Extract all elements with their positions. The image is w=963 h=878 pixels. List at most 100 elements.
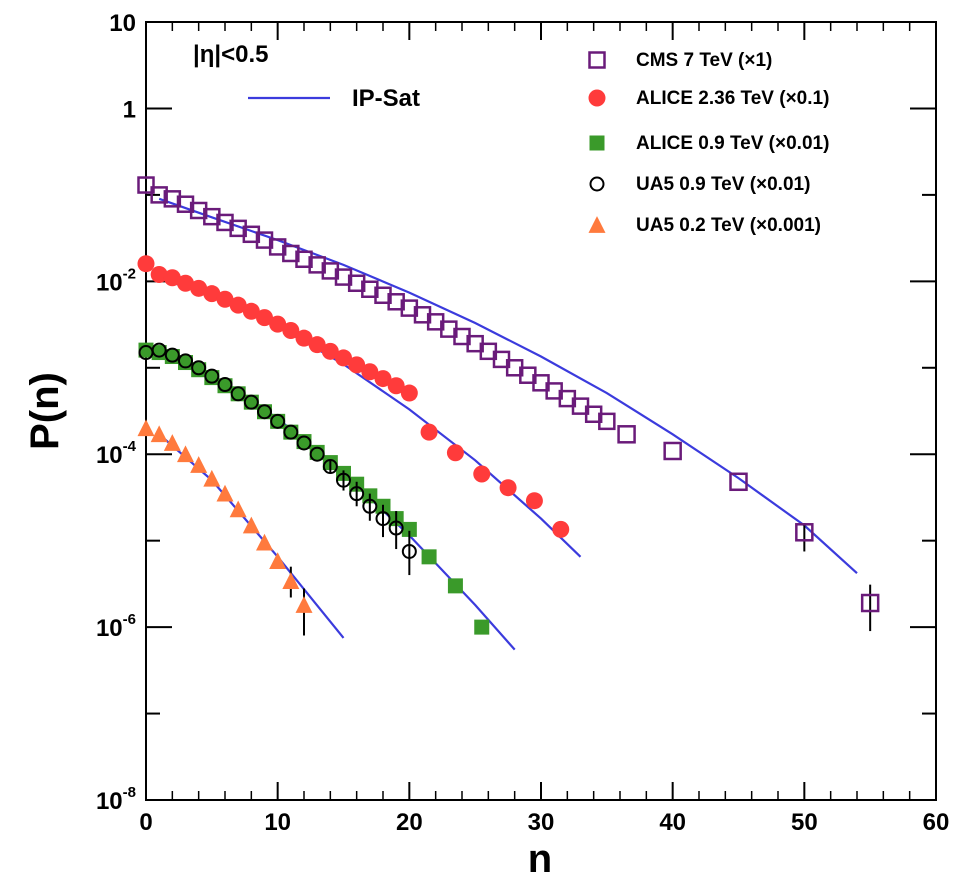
data-point [269,552,287,569]
y-tick-label: 10 [109,10,136,37]
data-point [178,353,193,369]
legend-label-ipsat: IP-Sat [352,85,420,112]
x-tick-label: 30 [528,809,555,836]
data-point [499,479,517,497]
data-point [309,446,325,462]
legend-marker [588,51,606,69]
eta-annotation: |η|<0.5 [193,41,268,68]
data-point [420,423,438,441]
series-alice-2 [138,342,490,635]
data-point [177,445,194,463]
data-point [204,368,220,384]
y-tick-label: 10-8 [96,784,136,815]
data-point [191,360,207,376]
data-point [296,435,312,451]
legend-label: UA5 0.2 TeV (×0.001) [636,215,821,236]
data-point [552,520,570,538]
data-point [229,500,247,518]
data-point [203,469,221,487]
data-point [322,459,338,475]
data-point [400,384,418,402]
data-point [663,441,682,461]
data-point [401,543,417,559]
legend-label: ALICE 2.36 TeV (×0.1) [636,88,829,109]
data-point [203,207,221,226]
y-tick-label: 1 [123,96,136,123]
legend-label: CMS 7 TeV (×1) [636,50,772,71]
data-point [348,356,366,374]
legend-marker [589,135,605,151]
y-tick-label: 10-2 [96,265,136,296]
data-point [242,302,260,320]
x-tick-label: 40 [659,809,686,836]
data-points [137,176,880,636]
data-point [321,262,340,280]
data-point [388,520,404,536]
data-point [243,394,259,410]
data-point [374,370,392,388]
data-point [375,511,391,527]
data-point [361,363,379,381]
data-point [295,329,313,347]
data-point [137,255,155,273]
data-point [295,596,313,613]
data-point [229,219,247,238]
data-point [308,256,326,274]
series-alice-1 [137,255,570,538]
data-point [270,413,286,429]
data-point [347,274,366,293]
data-point [335,349,352,367]
data-point [336,472,351,488]
data-point [295,250,313,269]
data-point [387,377,405,395]
data-point [216,213,234,232]
legend-label: UA5 0.9 TeV (×0.01) [636,174,810,195]
data-point [203,285,221,303]
data-point [362,498,378,514]
data-point [242,516,260,534]
data-point [617,425,636,444]
data-point [256,533,273,551]
data-point [151,342,167,358]
data-point [598,412,616,431]
data-point [283,424,299,440]
data-point [164,347,180,363]
data-point [282,321,300,339]
series-ua5-4 [137,419,313,636]
x-tick-label: 20 [396,809,423,836]
data-point [150,186,168,204]
data-point [163,434,181,451]
legend: CMS 7 TeV (×1) ALICE 2.36 TeV (×0.1) ALICE… [248,50,829,236]
data-point [361,280,379,298]
data-point [447,578,463,594]
series-ua5-3 [138,342,417,576]
data-point [243,394,259,410]
y-tick-label: 10-4 [96,438,137,469]
data-point [729,472,748,492]
data-point [308,336,326,354]
ipsat-curve [158,197,858,575]
data-point [190,279,208,297]
legend-marker [588,89,606,107]
data-point [321,342,339,360]
y-axis-title: P(n) [23,372,67,450]
data-point [217,377,233,393]
data-point [473,465,491,483]
data-point [282,244,300,263]
data-point [446,444,464,462]
data-point [150,265,168,283]
data-point [282,572,300,590]
data-point [283,424,299,440]
data-point [163,269,181,287]
legend-marker [589,176,605,192]
y-tick-label: 10-6 [96,611,136,642]
axis-ticks: 0 10 20 30 40 50 60 10-8 10-6 10-4 10-2 1 10 [96,10,949,836]
data-point [269,315,287,333]
data-point [163,190,182,208]
data-point [150,425,168,443]
x-tick-label: 0 [139,809,152,836]
series-cms-0 [137,176,880,632]
x-tick-label: 60 [923,809,950,836]
data-point [190,456,208,473]
